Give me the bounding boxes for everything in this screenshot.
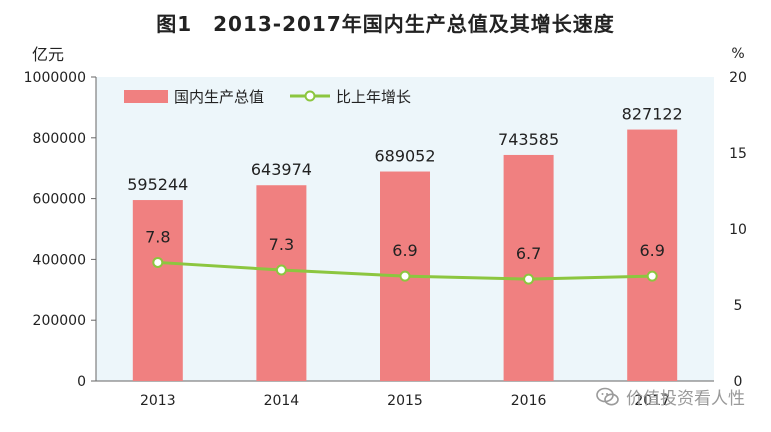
line-point bbox=[152, 256, 164, 268]
legend-label-bar: 国内生产总值 bbox=[174, 88, 264, 106]
line-point bbox=[275, 264, 287, 276]
legend-label-line: 比上年增长 bbox=[336, 88, 411, 106]
line-data-label: 6.9 bbox=[639, 241, 664, 260]
watermark-text: 价值投资看人性 bbox=[626, 389, 745, 409]
line-point bbox=[646, 270, 658, 282]
line-point bbox=[523, 273, 535, 285]
bar-data-label: 643974 bbox=[251, 160, 312, 179]
x-axis-tick-label: 2016 bbox=[511, 393, 547, 409]
left-axis-tick-label: 0 bbox=[77, 374, 86, 390]
bar-data-label: 689052 bbox=[374, 147, 435, 166]
left-axis-tick-label: 1000000 bbox=[24, 70, 86, 86]
x-axis-tick-label: 2015 bbox=[387, 393, 423, 409]
left-axis-unit: 亿元 bbox=[32, 45, 64, 64]
bar-gdp bbox=[256, 185, 307, 381]
legend-swatch-bar bbox=[124, 90, 168, 103]
left-axis-tick-label: 200000 bbox=[33, 313, 86, 329]
left-axis-tick-label: 600000 bbox=[33, 192, 86, 208]
chart-title: 图1 2013-2017年国内生产总值及其增长速度 bbox=[156, 12, 615, 36]
bar-gdp bbox=[132, 200, 183, 381]
bar-data-label: 827122 bbox=[622, 105, 683, 124]
line-data-label: 6.7 bbox=[516, 244, 541, 263]
right-axis-unit: % bbox=[731, 46, 744, 62]
line-data-label: 6.9 bbox=[392, 241, 417, 260]
bar-data-label: 743585 bbox=[498, 130, 559, 149]
line-data-label: 7.3 bbox=[269, 235, 294, 254]
line-data-label: 7.8 bbox=[145, 227, 170, 246]
line-point bbox=[399, 270, 411, 282]
legend-swatch-marker bbox=[304, 90, 316, 102]
left-axis-tick-label: 400000 bbox=[33, 252, 86, 268]
right-axis-tick-label: 5 bbox=[734, 298, 743, 314]
wechat-icon bbox=[596, 387, 619, 405]
bar-gdp bbox=[503, 154, 554, 381]
x-axis-tick-label: 2013 bbox=[140, 393, 176, 409]
right-axis-tick-label: 0 bbox=[734, 374, 743, 390]
watermark: 价值投资看人性 bbox=[596, 384, 745, 409]
x-axis-tick-label: 2014 bbox=[264, 393, 300, 409]
left-axis-tick-label: 800000 bbox=[33, 131, 86, 147]
right-axis-tick-label: 20 bbox=[729, 70, 747, 86]
right-axis-tick-label: 15 bbox=[729, 146, 747, 162]
bar-gdp bbox=[627, 129, 678, 381]
bar-data-label: 595244 bbox=[127, 175, 188, 194]
right-axis-tick-label: 10 bbox=[729, 222, 747, 238]
x-axis-tick-label: 2017 bbox=[634, 393, 670, 409]
